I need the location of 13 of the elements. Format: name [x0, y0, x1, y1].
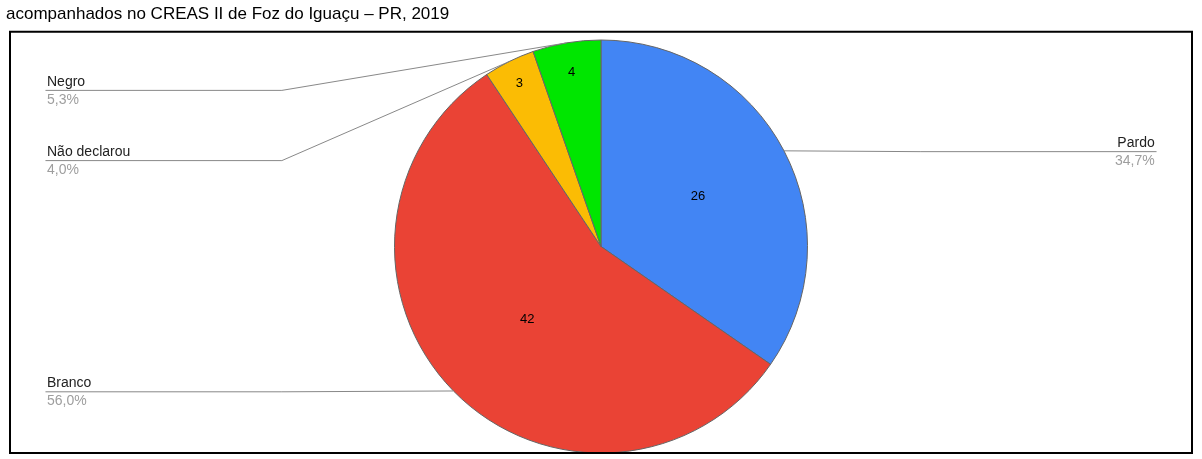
text: 5,3% [47, 91, 79, 108]
text: 4,0% [47, 161, 79, 178]
slice-label: Não declarou [47, 143, 131, 159]
data-label: 4 [567, 64, 576, 80]
slice-label: Negro [47, 73, 86, 89]
slice-label: Pardo [1117, 134, 1155, 150]
text: 34,7% [1115, 152, 1155, 169]
slice-label: Branco [47, 374, 92, 390]
data-label: 42 [520, 311, 535, 327]
chart-title: acompanhados no CREAS II de Foz do Iguaçu – PR, 2019 [6, 3, 450, 23]
data-label: 26 [690, 188, 706, 204]
data-label: 3 [515, 74, 524, 90]
text: 56,0% [47, 392, 87, 409]
